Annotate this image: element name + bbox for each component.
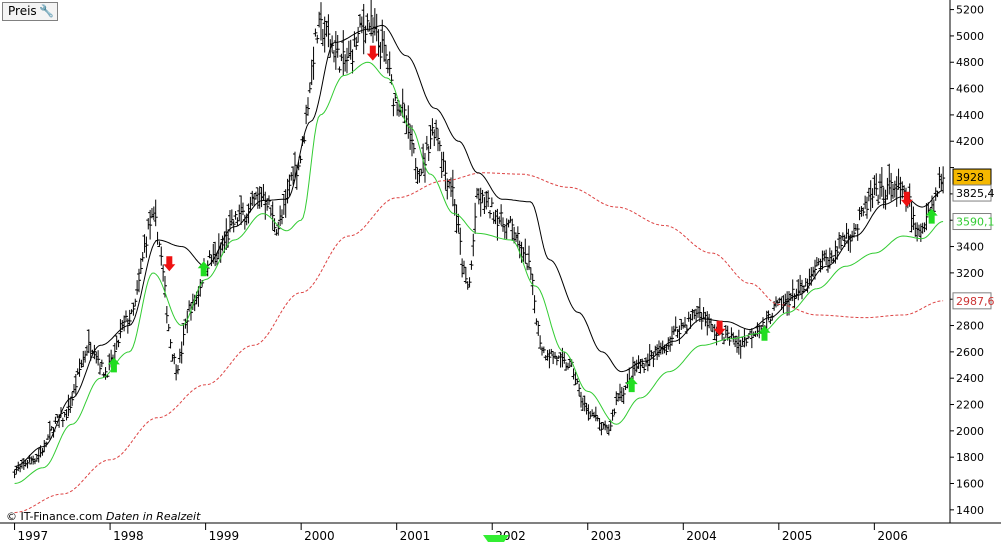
buy-signal-arrow xyxy=(107,357,120,373)
sma-200-label-box xyxy=(952,292,992,310)
buy-signal-arrow xyxy=(758,325,771,341)
y-tick-label: 2800 xyxy=(956,320,984,333)
lower-envelope-label-box xyxy=(952,213,992,231)
y-tick-label: 1800 xyxy=(956,451,984,464)
credit-text: © IT-Finance.com Daten in Realzeit xyxy=(6,510,201,523)
panel-label-price[interactable]: Preis 🔧 xyxy=(2,2,58,21)
y-tick-label: 4600 xyxy=(956,83,984,96)
x-tick-label: 2005 xyxy=(782,529,813,542)
x-tick-label: 1999 xyxy=(209,529,240,542)
x-tick-label: 1998 xyxy=(113,529,144,542)
last-price-label: 3928 xyxy=(956,171,984,184)
x-tick-label: 2006 xyxy=(877,529,908,542)
buy-signal-arrow xyxy=(925,208,938,224)
scroll-handle[interactable] xyxy=(483,535,509,542)
x-tick-label: 2003 xyxy=(591,529,622,542)
y-tick-label: 1600 xyxy=(956,478,984,491)
y-tick-label: 4200 xyxy=(956,135,984,148)
lower-envelope-label: 3590,1 xyxy=(956,216,995,229)
y-tick-label: 2000 xyxy=(956,425,984,438)
y-tick-label: 4800 xyxy=(956,56,984,69)
x-tick-label: 2004 xyxy=(686,529,717,542)
y-tick-label: 4400 xyxy=(956,109,984,122)
x-tick-label: 1997 xyxy=(18,529,49,542)
y-tick-label: 2600 xyxy=(956,346,984,359)
x-axis: 1997 1998 1999 2000 2001 2002 2003 2004 2005 2006 xyxy=(14,523,908,542)
y-tick-label: 2400 xyxy=(956,372,984,385)
x-tick-label: 2000 xyxy=(304,529,335,542)
sma-200-label: 2987,6 xyxy=(956,295,995,308)
sell-signal-arrow xyxy=(713,320,726,336)
sell-signal-arrow xyxy=(366,45,379,61)
y-tick-label: 3200 xyxy=(956,267,984,280)
upper-envelope-label-box xyxy=(952,184,992,202)
y-tick-label: 5200 xyxy=(956,4,984,17)
y-tick-label: 2200 xyxy=(956,399,984,412)
panel-label-text: Preis xyxy=(8,4,37,18)
value-labels: 3928 3825,4 3590,1 2987,6 xyxy=(952,168,995,310)
y-tick-label: 3400 xyxy=(956,241,984,254)
buy-signal-arrow xyxy=(197,261,210,277)
signal-arrows xyxy=(107,45,938,393)
lower-envelope-line xyxy=(14,61,944,484)
y-tick-label: 1400 xyxy=(956,504,984,517)
wrench-icon[interactable]: 🔧 xyxy=(39,4,54,18)
sell-signal-arrow xyxy=(900,191,913,207)
indicator-lines xyxy=(14,24,944,513)
buy-signal-arrow xyxy=(625,377,638,393)
upper-envelope-line xyxy=(14,24,944,467)
upper-envelope-label: 3825,4 xyxy=(956,187,995,200)
x-tick-label: 2001 xyxy=(400,529,431,542)
sell-signal-arrow xyxy=(163,256,176,272)
y-tick-label: 5000 xyxy=(956,30,984,43)
